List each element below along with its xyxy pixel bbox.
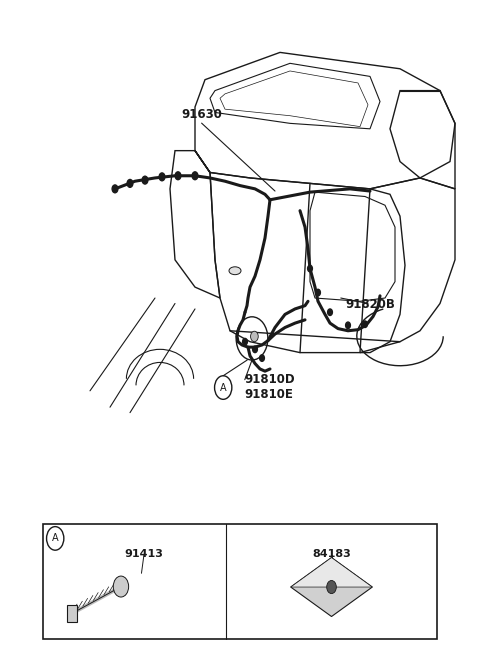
Circle shape xyxy=(175,172,181,179)
Circle shape xyxy=(113,576,129,597)
Circle shape xyxy=(251,331,258,342)
Text: A: A xyxy=(52,533,59,544)
Text: 91810D: 91810D xyxy=(245,373,295,386)
Polygon shape xyxy=(291,557,372,616)
Ellipse shape xyxy=(229,267,241,274)
Circle shape xyxy=(346,322,350,329)
Circle shape xyxy=(192,172,198,179)
Text: 91413: 91413 xyxy=(124,549,163,559)
Circle shape xyxy=(260,355,264,362)
Circle shape xyxy=(159,173,165,181)
Circle shape xyxy=(362,321,367,328)
Circle shape xyxy=(316,290,321,296)
Circle shape xyxy=(127,179,133,187)
Circle shape xyxy=(112,185,118,193)
Text: 91810E: 91810E xyxy=(245,388,294,401)
Text: 91820B: 91820B xyxy=(346,298,396,311)
Circle shape xyxy=(327,580,336,593)
Circle shape xyxy=(308,265,312,272)
Circle shape xyxy=(327,309,332,316)
Circle shape xyxy=(242,339,247,345)
Text: 84183: 84183 xyxy=(312,549,351,559)
Polygon shape xyxy=(67,605,77,622)
Circle shape xyxy=(142,176,148,184)
Circle shape xyxy=(252,346,257,352)
Polygon shape xyxy=(291,557,372,587)
Text: 91630: 91630 xyxy=(181,108,222,121)
Text: A: A xyxy=(220,383,227,392)
